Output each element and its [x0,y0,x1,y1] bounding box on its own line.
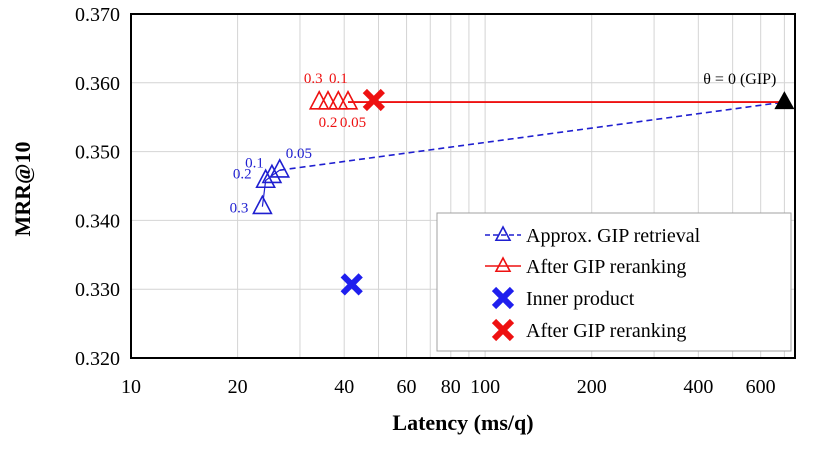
y-tick-label: 0.340 [75,210,120,232]
y-tick-label: 0.320 [75,348,120,370]
x-tick-label: 10 [121,376,141,398]
rerank-cross-point [362,88,385,112]
y-axis-label: MRR@10 [10,141,35,236]
legend-label: Inner product [526,288,635,310]
x-tick-label: 100 [470,376,500,398]
y-tick-label: 0.360 [75,73,120,95]
approx-gip-line [279,101,785,171]
tick-labels: 10 20 40 60 80 100 200 400 600 0.320 0.330 0.340 0.3… [75,4,776,398]
rerank-point [317,89,339,110]
x-tick-label: 60 [397,376,417,398]
y-tick-label: 0.330 [75,279,120,301]
plot-frame [130,13,796,359]
rerank-point-label: 0.05 [340,115,366,131]
x-tick-label: 80 [441,376,461,398]
approx-gip-point [255,168,276,189]
approx-gip-point-label: 0.2 [233,166,252,182]
inner-product-point [340,273,363,296]
x-tick-label: 20 [228,376,248,398]
x-axis-label: Latency (ms/q) [392,410,533,435]
legend: Approx. GIP retrieval After GIP reranking… [436,212,792,352]
x-tick-label: 200 [577,376,607,398]
legend-label: After GIP reranking [526,256,686,278]
rerank-point-label: 0.1 [329,71,348,87]
x-tick-label: 600 [746,376,776,398]
legend-label: Approx. GIP retrieval [526,225,701,247]
legend-marker [494,256,512,273]
gip-point-label: θ = 0 (GIP) [703,71,776,88]
legend-marker [494,225,512,242]
y-tick-label: 0.370 [75,4,120,26]
legend-marker [491,286,515,310]
approx-gip-point-label: 0.3 [230,201,249,217]
approx-gip-point [261,163,283,184]
y-tick-label: 0.350 [75,142,120,164]
gip-point [774,91,795,110]
x-tick-label: 400 [683,376,713,398]
rerank-point [308,89,330,110]
legend-label: After GIP reranking [526,320,686,342]
rerank-point [337,89,359,110]
legend-box [436,212,792,352]
x-tick-label: 40 [334,376,354,398]
series-layer [252,88,795,296]
rerank-point-label: 0.2 [319,115,338,131]
point-labels: 0.30.20.10.050.30.20.10.05θ = 0 (GIP) [230,71,777,217]
approx-gip-point-label: 0.1 [245,156,264,172]
approx-gip-point [252,194,273,215]
rerank-point-label: 0.3 [304,71,323,87]
legend-marker [491,318,515,342]
approx-gip-point [269,158,291,178]
approx-gip-point-label: 0.05 [286,146,312,162]
